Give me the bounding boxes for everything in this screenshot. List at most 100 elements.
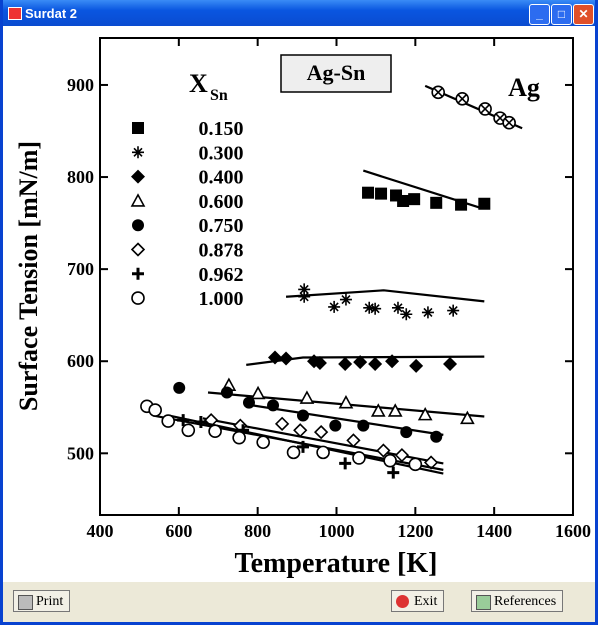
label-box-text: Ag-Sn: [307, 60, 366, 85]
x-tick-label: 1600: [555, 521, 591, 541]
data-point: [455, 91, 470, 106]
data-point: [502, 115, 516, 130]
marker-shape: [148, 403, 162, 417]
data-point: [391, 301, 404, 314]
marker-shape: [370, 403, 386, 417]
data-point: [339, 293, 352, 306]
marker-shape: [232, 430, 246, 445]
exit-button[interactable]: Exit: [391, 590, 445, 612]
data-point: [385, 354, 400, 369]
print-label: Print: [36, 594, 64, 609]
data-point: [421, 306, 434, 319]
data-point: [250, 385, 266, 400]
marker-shape: [220, 386, 233, 399]
marker-shape: [161, 414, 175, 428]
marker-shape: [417, 406, 433, 421]
data-point: [431, 85, 445, 100]
marker-shape: [279, 351, 294, 366]
title-bar: Surdat 2 _ □ ✕: [3, 0, 595, 26]
marker-shape: [394, 448, 410, 463]
marker-shape: [132, 122, 144, 134]
maximize-button[interactable]: □: [551, 4, 572, 25]
marker-shape: [286, 445, 301, 460]
data-point: [430, 430, 443, 443]
marker-shape: [353, 355, 368, 370]
legend-label: 0.600: [199, 191, 244, 213]
data-point: [242, 396, 255, 409]
data-point: [357, 419, 370, 432]
data-point: [220, 386, 233, 399]
window-title: Surdat 2: [25, 5, 78, 21]
data-point: [293, 423, 308, 438]
marker-shape: [181, 423, 196, 438]
marker-shape: [132, 146, 144, 159]
minimize-button[interactable]: _: [529, 4, 550, 25]
marker-shape: [383, 453, 397, 468]
marker-shape: [338, 356, 353, 371]
data-point: [400, 426, 413, 439]
y-tick-label: 700: [67, 259, 94, 279]
data-point: [455, 198, 468, 211]
marker-shape: [457, 94, 467, 104]
marker-shape: [267, 399, 280, 412]
legend-marker: [132, 219, 144, 232]
y-axis-label: Surface Tension [mN/m]: [14, 141, 43, 411]
marker-shape: [268, 350, 283, 365]
legend-label: 0.150: [199, 118, 244, 140]
data-point: [369, 302, 382, 315]
marker-shape: [298, 283, 311, 296]
data-point: [232, 430, 246, 445]
marker-shape: [400, 426, 413, 439]
pure-metal-label: Ag: [508, 73, 540, 102]
x-tick-label: 600: [165, 521, 192, 541]
legend-marker: [132, 146, 144, 159]
legend-marker: [131, 169, 145, 184]
data-point: [161, 414, 175, 428]
legend-marker: [131, 291, 145, 305]
marker-shape: [296, 409, 309, 422]
legend-label: 1.000: [199, 288, 244, 310]
x-axis-label: Temperature [K]: [235, 548, 438, 579]
data-point: [312, 356, 327, 371]
marker-shape: [408, 193, 421, 206]
data-point: [375, 187, 388, 200]
marker-shape: [130, 242, 146, 257]
close-button[interactable]: ✕: [573, 4, 594, 25]
data-point: [181, 423, 196, 438]
data-point: [268, 350, 283, 365]
data-point: [298, 290, 311, 303]
data-point: [443, 356, 458, 371]
references-button[interactable]: References: [471, 590, 564, 612]
legend-marker: [130, 193, 146, 207]
print-button[interactable]: Print: [13, 590, 71, 612]
legend-marker: [132, 267, 144, 280]
marker-shape: [208, 424, 222, 439]
x-tick-label: 1200: [397, 521, 433, 541]
data-point: [338, 394, 354, 409]
marker-shape: [352, 451, 366, 465]
marker-shape: [256, 435, 270, 450]
fit-line: [285, 289, 485, 303]
marker-shape: [455, 198, 468, 211]
legend-title: X: [189, 69, 208, 98]
exit-label: Exit: [414, 594, 438, 609]
marker-shape: [376, 443, 391, 458]
marker-shape: [409, 358, 424, 373]
marker-shape: [504, 118, 514, 128]
legend-marker: [132, 122, 144, 134]
marker-shape: [387, 403, 403, 417]
marker-shape: [368, 356, 383, 371]
data-point: [408, 193, 421, 206]
marker-shape: [250, 385, 266, 400]
fit-line: [153, 414, 444, 471]
marker-shape: [274, 416, 290, 431]
data-point: [339, 457, 352, 470]
data-point: [363, 301, 376, 314]
marker-shape: [430, 430, 443, 443]
data-point: [286, 445, 301, 460]
data-point: [430, 196, 443, 209]
marker-shape: [447, 304, 460, 317]
y-tick-label: 800: [67, 167, 94, 187]
marker-shape: [173, 381, 186, 394]
